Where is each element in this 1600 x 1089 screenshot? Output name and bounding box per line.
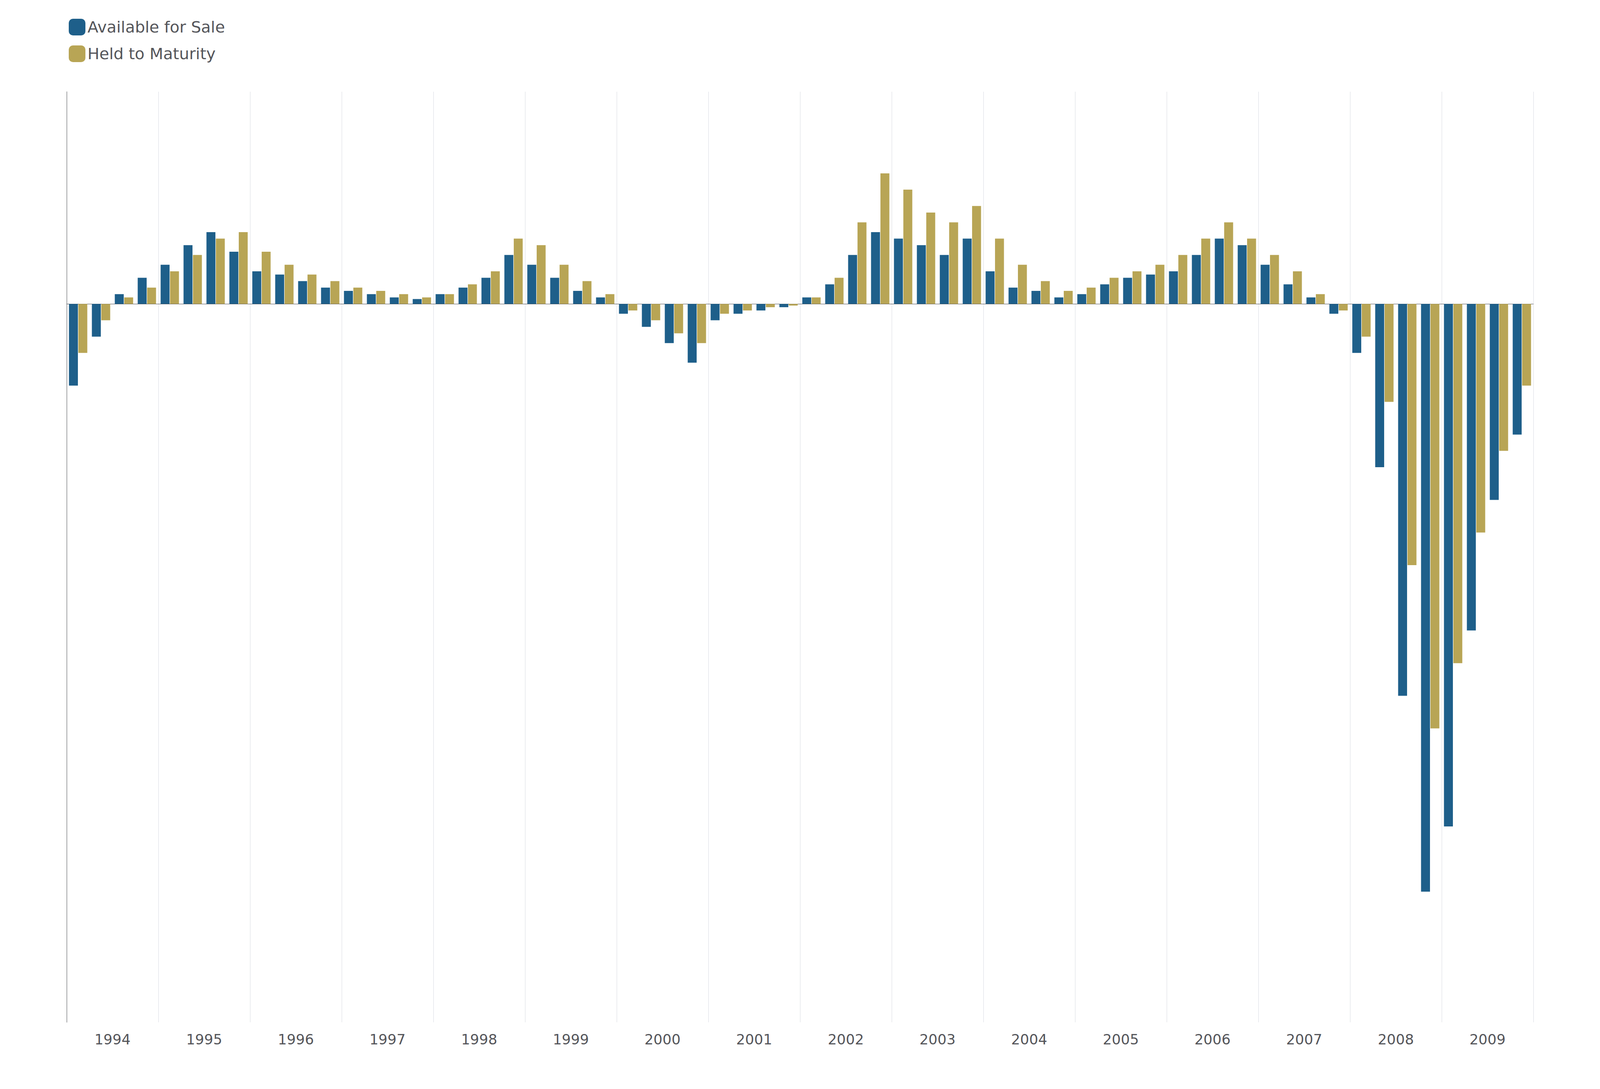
svg-text:2009: 2009 xyxy=(1469,1030,1506,1048)
svg-text:1997: 1997 xyxy=(369,1030,406,1048)
svg-text:Held to Maturity: Held to Maturity xyxy=(87,44,216,63)
svg-text:2000: 2000 xyxy=(644,1030,681,1048)
svg-text:2001: 2001 xyxy=(736,1030,773,1048)
svg-text:2008: 2008 xyxy=(1377,1030,1415,1048)
svg-text:2005: 2005 xyxy=(1102,1030,1140,1048)
svg-text:1996: 1996 xyxy=(277,1030,315,1048)
svg-text:2004: 2004 xyxy=(1011,1030,1048,1048)
svg-text:1994: 1994 xyxy=(94,1030,131,1048)
svg-text:1999: 1999 xyxy=(552,1030,590,1048)
svg-text:2007: 2007 xyxy=(1286,1030,1323,1048)
svg-text:Available for Sale: Available for Sale xyxy=(87,17,225,37)
svg-text:1998: 1998 xyxy=(461,1030,498,1048)
svg-text:2002: 2002 xyxy=(827,1030,865,1048)
svg-text:2006: 2006 xyxy=(1194,1030,1231,1048)
svg-text:1995: 1995 xyxy=(186,1030,223,1048)
svg-text:2003: 2003 xyxy=(919,1030,956,1048)
